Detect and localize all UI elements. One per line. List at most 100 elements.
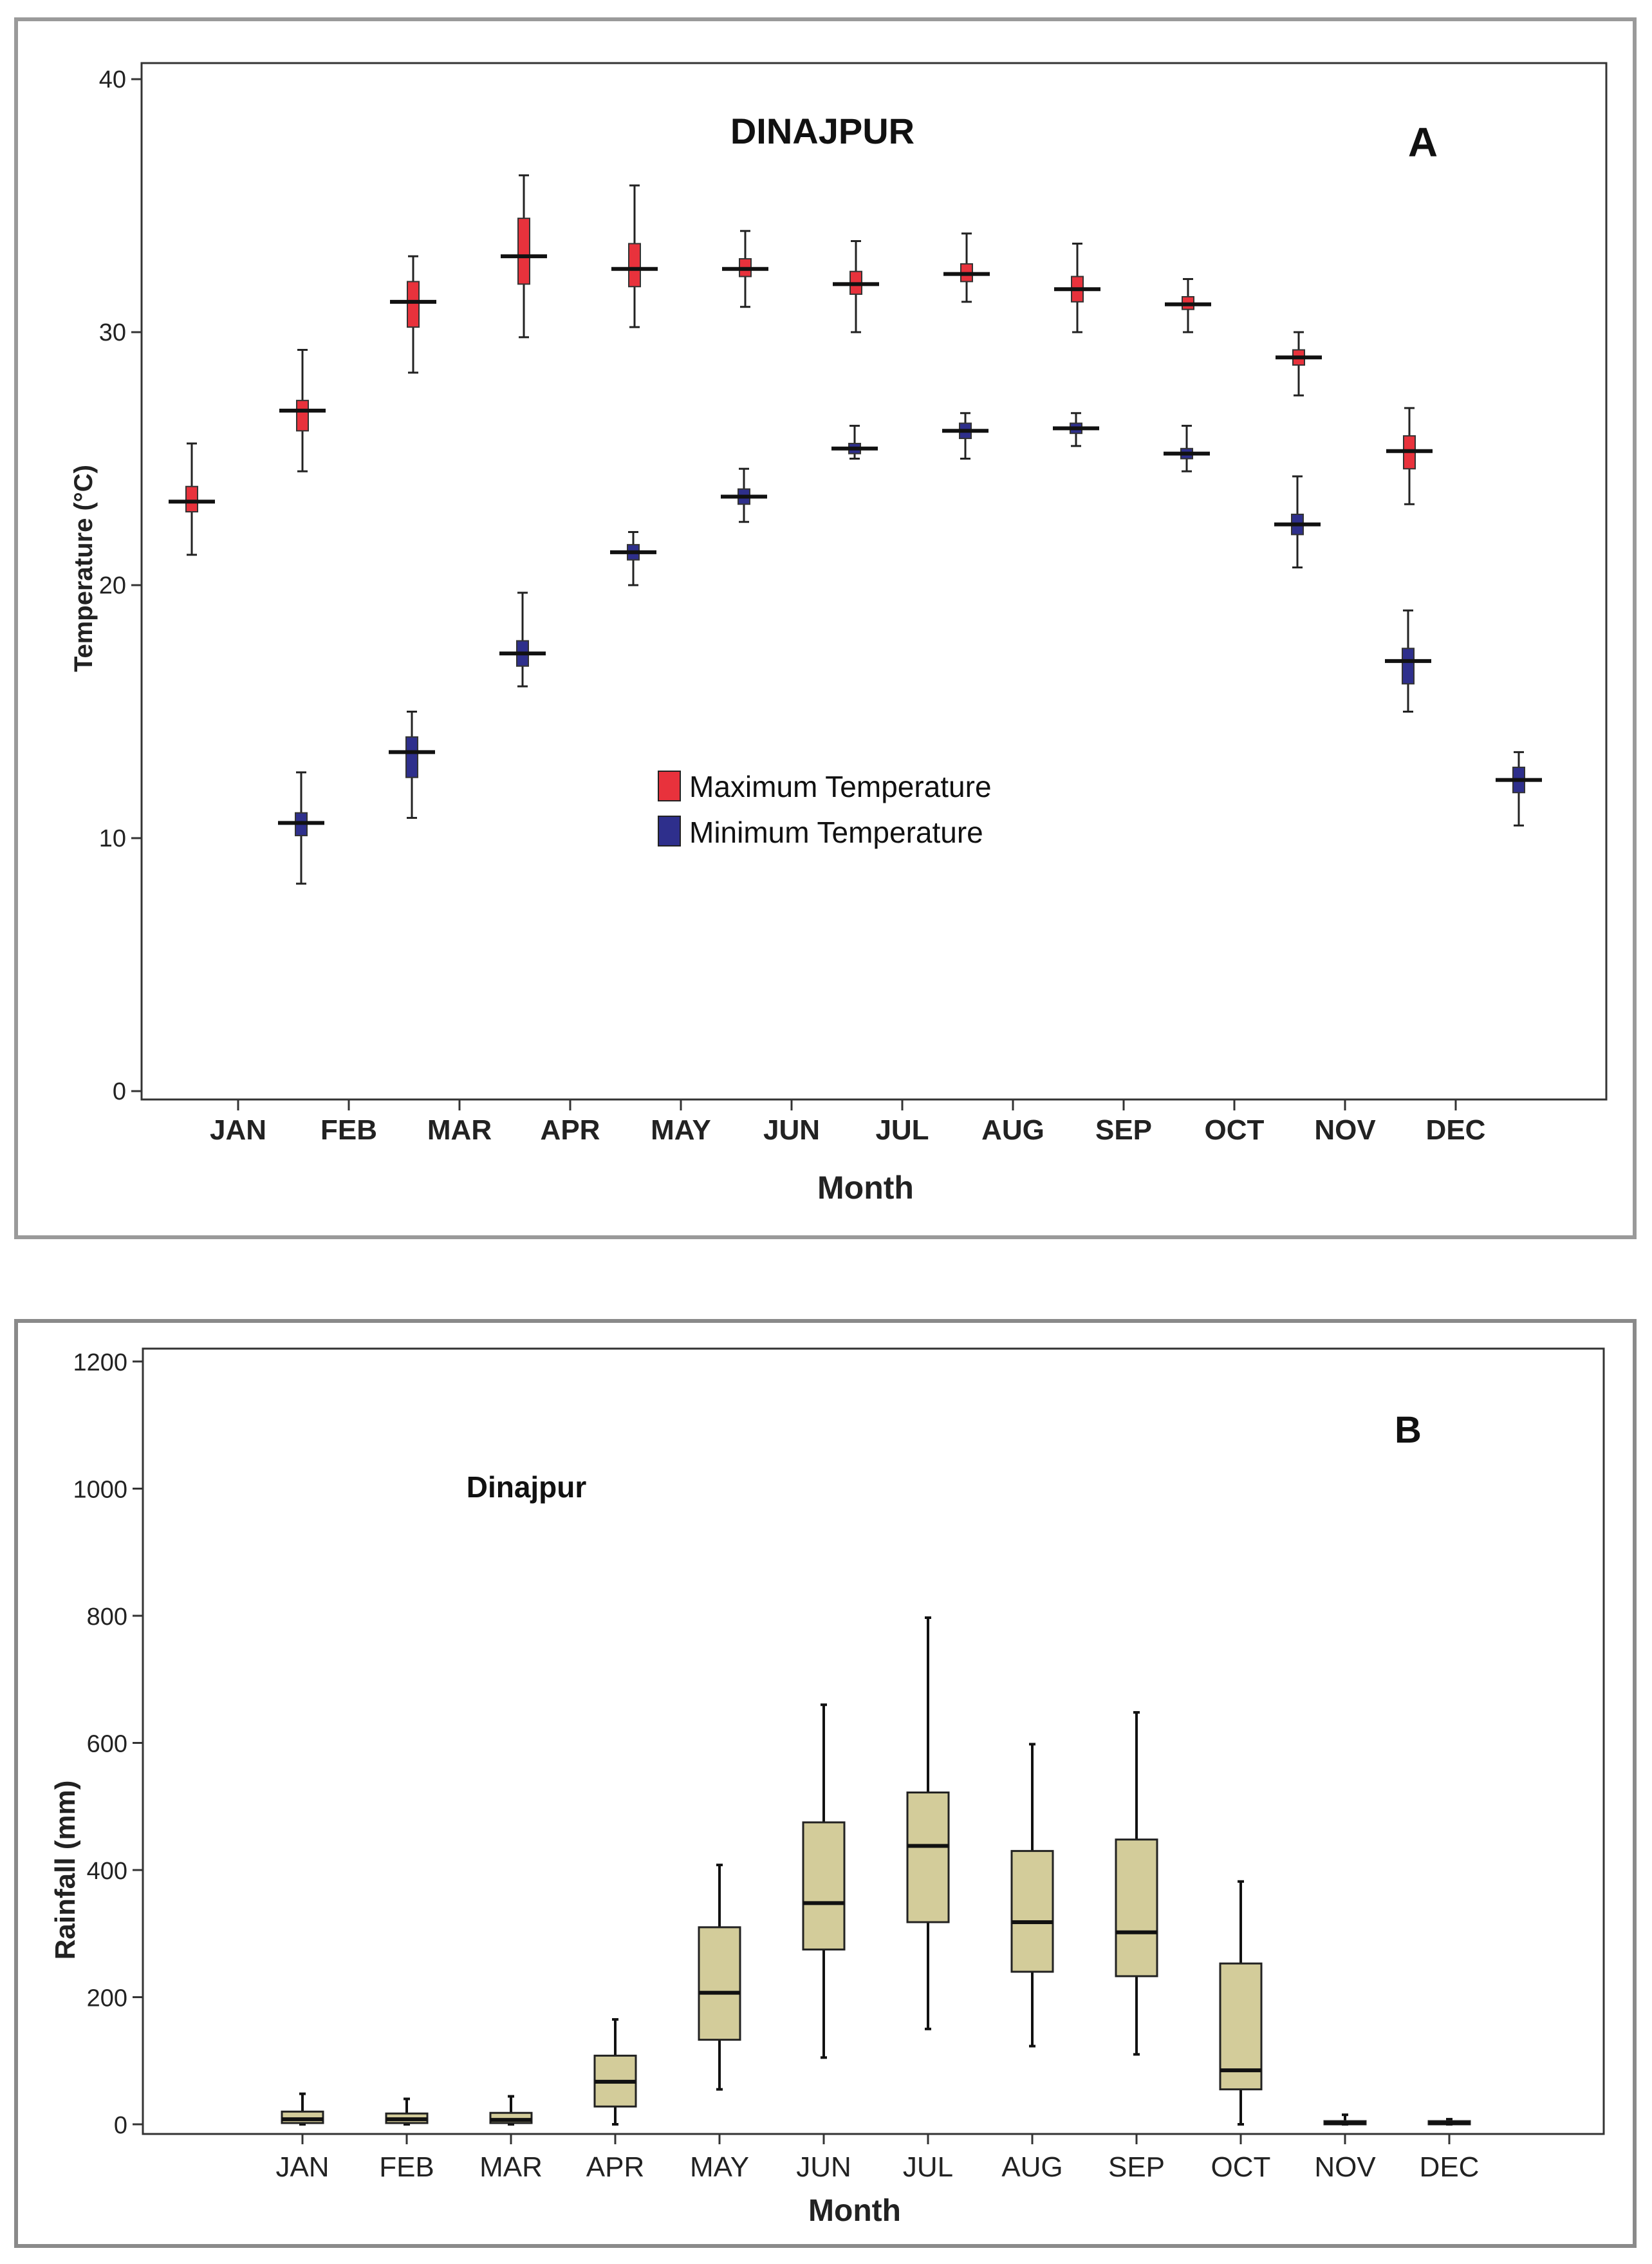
panel-a-temperature-chart: DINAJPUR A Month Temperature (°C) 0 10 20 3… bbox=[14, 17, 1637, 1239]
y-tick-label: 1000 bbox=[73, 1477, 127, 1504]
rainfall-box-jan bbox=[281, 2092, 324, 2126]
max-temp-box-may bbox=[611, 184, 658, 328]
y-tick-label: 200 bbox=[87, 1985, 127, 2012]
rainfall-box-jun bbox=[802, 1703, 846, 2059]
rainfall-box-apr bbox=[593, 2018, 637, 2126]
rainfall-box-aug bbox=[1010, 1743, 1054, 2048]
min-temp-box-jul bbox=[942, 412, 988, 460]
x-tick-label: OCT bbox=[1205, 1114, 1265, 1146]
iqr-box bbox=[185, 485, 198, 513]
panel-label-b: B bbox=[1395, 1409, 1422, 1451]
x-tick-label: DEC bbox=[1426, 1114, 1486, 1146]
rainfall-box-mar bbox=[489, 2095, 533, 2126]
iqr-box bbox=[1115, 1838, 1158, 1978]
iqr-box bbox=[698, 1926, 741, 2041]
min-temp-box-apr bbox=[610, 530, 656, 586]
x-axis-labels-b: JAN FEB MAR APR MAY JUN JUL AUG SEP OCT NOV DEC bbox=[275, 2134, 1479, 2183]
temperature-boxplot-svg: DINAJPUR A Month Temperature (°C) 0 10 20 3… bbox=[70, 62, 1608, 1206]
x-tick-label: JAN bbox=[210, 1114, 266, 1146]
x-axis-title-a: Month bbox=[817, 1170, 914, 1206]
x-axis-labels-a: JAN FEB MAR APR MAY JUN JUL AUG SEP OCT NOV DEC bbox=[210, 1099, 1485, 1146]
y-axis-title-b: Rainfall (mm) bbox=[50, 1781, 81, 1960]
rainfall-box-jul bbox=[906, 1616, 950, 2030]
max-temp-box-feb bbox=[279, 349, 326, 472]
y-tick-label: 30 bbox=[99, 319, 126, 346]
y-tick-label: 1200 bbox=[73, 1349, 127, 1376]
plot-area-frame bbox=[140, 62, 1608, 1101]
x-tick-label: DEC bbox=[1420, 2151, 1480, 2183]
legend-swatch-min bbox=[658, 816, 681, 847]
iqr-box bbox=[517, 218, 530, 285]
min-temp-box-jun bbox=[831, 424, 878, 460]
iqr-box bbox=[1010, 1849, 1054, 1973]
min-temp-box-jan bbox=[278, 771, 324, 885]
min-temp-box-nov bbox=[1385, 609, 1431, 713]
iqr-box bbox=[906, 1792, 950, 1923]
min-temp-box-feb bbox=[389, 711, 435, 819]
chart-title-b: Dinajpur bbox=[467, 1470, 587, 1504]
min-temp-box-oct bbox=[1274, 475, 1321, 568]
x-tick-label: NOV bbox=[1314, 2151, 1376, 2183]
x-tick-label: MAR bbox=[427, 1114, 492, 1146]
y-tick-label: 600 bbox=[87, 1731, 127, 1758]
boxplot-marks-b bbox=[281, 1616, 1471, 2126]
x-tick-label: MAY bbox=[690, 2151, 749, 2183]
min-temp-box-may bbox=[721, 467, 767, 523]
y-tick-label: 0 bbox=[114, 2112, 127, 2139]
rainfall-box-oct bbox=[1219, 1880, 1263, 2126]
x-tick-label: APR bbox=[586, 2151, 644, 2183]
iqr-box bbox=[296, 400, 309, 432]
x-tick-label: JAN bbox=[275, 2151, 329, 2183]
min-temp-box-mar bbox=[499, 592, 546, 688]
rainfall-box-may bbox=[698, 1864, 741, 2091]
min-temp-box-dec bbox=[1496, 751, 1542, 827]
legend-a: Maximum Temperature Minimum Temperature bbox=[658, 770, 992, 849]
legend-swatch-max bbox=[658, 771, 681, 801]
x-axis-title-b: Month bbox=[808, 2194, 901, 2228]
rainfall-box-nov bbox=[1323, 2113, 1367, 2126]
max-temp-box-jan bbox=[169, 442, 215, 556]
iqr-box bbox=[407, 281, 420, 328]
y-tick-label: 40 bbox=[99, 66, 126, 93]
iqr-box bbox=[405, 736, 418, 778]
y-axis-title-a: Temperature (°C) bbox=[70, 465, 98, 672]
y-axis-ticks-b: 0 200 400 600 800 1000 1200 bbox=[73, 1349, 143, 2139]
x-tick-label: MAR bbox=[479, 2151, 543, 2183]
min-temp-box-sep bbox=[1164, 424, 1210, 472]
y-tick-label: 10 bbox=[99, 825, 126, 852]
x-tick-label: JUL bbox=[875, 1114, 929, 1146]
x-tick-label: FEB bbox=[379, 2151, 434, 2183]
max-temp-box-apr bbox=[501, 174, 547, 339]
panel-label-a: A bbox=[1408, 119, 1438, 165]
rainfall-box-dec bbox=[1427, 2118, 1471, 2126]
y-tick-label: 800 bbox=[87, 1604, 127, 1631]
max-temp-box-sep bbox=[1054, 242, 1100, 333]
legend-label-max: Maximum Temperature bbox=[689, 770, 992, 803]
chart-title-a: DINAJPUR bbox=[730, 111, 914, 151]
x-tick-label: JUN bbox=[763, 1114, 820, 1146]
rainfall-box-sep bbox=[1115, 1711, 1158, 2056]
y-tick-label: 0 bbox=[113, 1078, 126, 1105]
x-tick-label: AUG bbox=[1001, 2151, 1063, 2183]
iqr-box bbox=[802, 1821, 846, 1951]
x-tick-label: JUN bbox=[796, 2151, 851, 2183]
x-tick-label: SEP bbox=[1108, 2151, 1165, 2183]
max-temp-box-jul bbox=[833, 240, 879, 333]
y-tick-label: 400 bbox=[87, 1858, 127, 1885]
x-tick-label: SEP bbox=[1095, 1114, 1152, 1146]
max-temp-box-dec bbox=[1386, 407, 1433, 505]
x-tick-label: JUL bbox=[903, 2151, 953, 2183]
x-tick-label: NOV bbox=[1314, 1114, 1376, 1146]
max-temp-box-aug bbox=[943, 232, 990, 303]
rainfall-box-feb bbox=[385, 2097, 429, 2126]
y-axis-ticks-a: 0 10 20 30 40 bbox=[99, 66, 142, 1105]
max-temp-box-mar bbox=[390, 255, 436, 374]
x-tick-label: FEB bbox=[320, 1114, 377, 1146]
max-temp-box-jun bbox=[722, 230, 768, 308]
iqr-box bbox=[628, 243, 641, 288]
legend-label-min: Minimum Temperature bbox=[689, 816, 983, 849]
max-temp-box-oct bbox=[1165, 277, 1211, 333]
plot-area-frame bbox=[142, 1347, 1605, 2135]
y-tick-label: 20 bbox=[99, 572, 126, 599]
panel-b-rainfall-chart: Dinajpur B Month Rainfall (mm) 0 200 400 60… bbox=[14, 1319, 1637, 2248]
